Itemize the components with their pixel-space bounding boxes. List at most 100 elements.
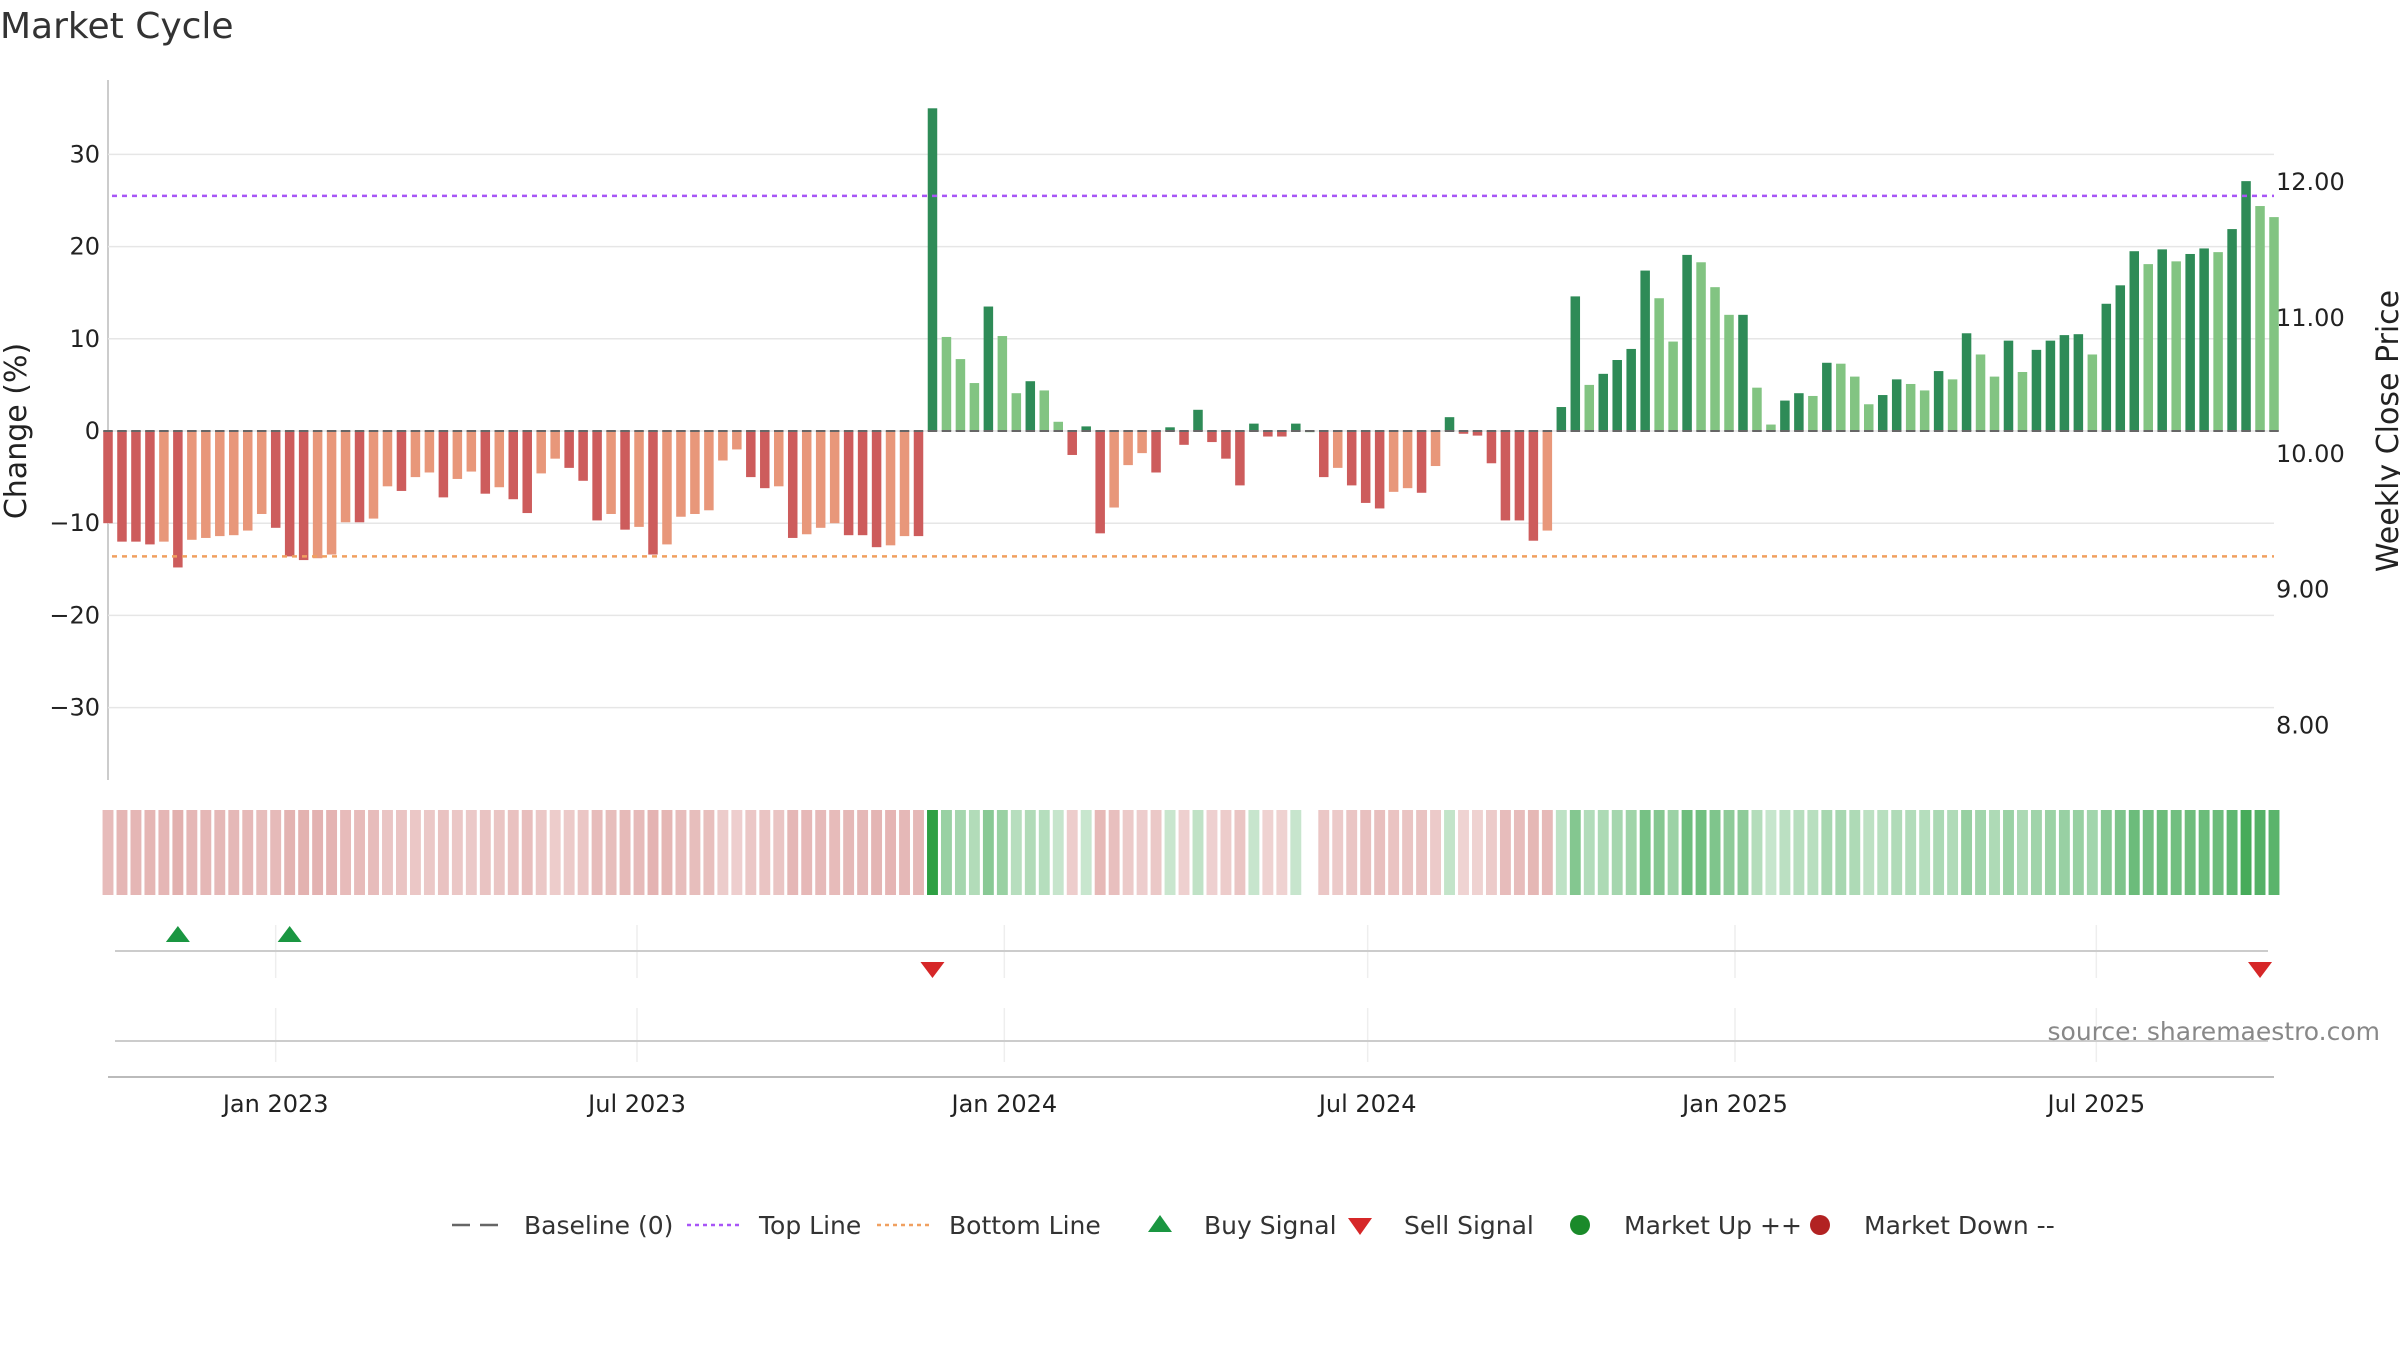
change-bar <box>760 431 770 489</box>
change-bar <box>1640 270 1650 431</box>
change-bar <box>2073 334 2084 431</box>
regime-cell <box>1555 810 1567 895</box>
change-bar <box>676 431 686 517</box>
change-bar <box>955 359 966 431</box>
change-bar <box>1822 362 1832 431</box>
change-bar <box>564 431 574 468</box>
regime-cell <box>647 810 659 895</box>
regime-cell <box>773 810 785 895</box>
regime-cell <box>619 810 631 895</box>
regime-cell <box>130 810 142 895</box>
regime-cell <box>354 810 365 895</box>
change-bar <box>732 431 742 450</box>
change-bar <box>815 431 826 528</box>
legend-swatch <box>1810 1215 1830 1235</box>
change-bar <box>1500 431 1511 521</box>
regime-cell <box>479 810 491 895</box>
change-bar <box>201 431 211 538</box>
regime-cell <box>228 810 240 895</box>
change-bar <box>1346 431 1357 486</box>
change-bar <box>187 431 197 540</box>
change-bar <box>1612 360 1622 431</box>
change-bar <box>1179 431 1189 445</box>
change-bar <box>1025 381 1036 431</box>
regime-cell <box>1653 810 1665 895</box>
change-bar <box>1808 395 1818 431</box>
regime-cell <box>1192 810 1204 895</box>
legend-item: Buy Signal <box>1148 1211 1337 1240</box>
change-bar <box>1961 333 1972 431</box>
legend: Baseline (0) Top Line Bottom Line Buy Signa… <box>452 1211 2055 1240</box>
regime-cell <box>843 810 855 895</box>
regime-cell <box>996 810 1008 895</box>
regime-cell <box>1178 810 1190 895</box>
regime-cell <box>577 810 589 895</box>
regime-cell <box>2044 810 2056 895</box>
change-bar <box>1584 384 1595 431</box>
x-tick-label: Jul 2023 <box>586 1090 686 1118</box>
regime-cell <box>1430 810 1441 895</box>
regime-cell <box>1318 810 1330 895</box>
regime-cell <box>1276 810 1288 895</box>
regime-cell <box>2072 810 2084 895</box>
change-bar <box>1374 431 1385 509</box>
change-bar <box>2255 206 2265 431</box>
change-bar <box>1556 407 1567 431</box>
regime-cell <box>102 810 114 895</box>
legend-label: Baseline (0) <box>524 1211 673 1240</box>
change-bar <box>438 431 449 498</box>
regime-cell <box>284 810 296 895</box>
regime-cell <box>1639 810 1651 895</box>
regime-cell <box>1751 810 1763 895</box>
change-bar <box>1486 431 1497 464</box>
change-bar <box>1696 262 1706 431</box>
regime-cell <box>563 810 575 895</box>
regime-cell <box>1779 810 1791 895</box>
sell-signal-marker <box>2248 962 2273 978</box>
regime-cell <box>1052 810 1064 895</box>
right-tick-label: 9.00 <box>2276 576 2329 604</box>
regime-cell <box>941 810 952 895</box>
change-bar <box>1444 417 1455 431</box>
change-bar <box>256 431 267 514</box>
change-bar <box>843 431 854 536</box>
regime-cell <box>1541 810 1553 895</box>
regime-cell <box>340 810 352 895</box>
change-bar <box>270 431 281 528</box>
change-bar <box>1598 373 1608 431</box>
change-bar <box>718 431 728 461</box>
x-tick-label: Jan 2024 <box>949 1090 1057 1118</box>
change-bar <box>2227 229 2237 431</box>
regime-cell <box>801 810 813 895</box>
regime-cell <box>745 810 757 895</box>
change-bar <box>1291 423 1301 431</box>
change-bar <box>1430 431 1441 467</box>
regime-cell <box>899 810 910 895</box>
left-tick-label: −30 <box>49 694 100 722</box>
change-bar <box>1933 371 1944 431</box>
buy-signal-marker <box>277 926 302 942</box>
change-bar <box>2157 249 2167 431</box>
change-bar <box>1319 431 1329 478</box>
regime-cell <box>437 810 449 895</box>
regime-cell <box>312 810 324 895</box>
change-bar <box>368 431 379 519</box>
change-bar <box>1095 431 1105 534</box>
regime-cell <box>2254 810 2266 895</box>
regime-cell <box>1038 810 1050 895</box>
legend-item: Top Line <box>687 1211 861 1240</box>
change-bar <box>1039 390 1050 431</box>
regime-cell <box>1206 810 1218 895</box>
regime-cell <box>1569 810 1581 895</box>
change-bar <box>997 336 1008 431</box>
change-bar <box>1891 379 1902 431</box>
regime-cell <box>507 810 519 895</box>
change-bar <box>1752 387 1762 431</box>
change-bar <box>704 431 714 511</box>
legend-label: Sell Signal <box>1404 1211 1534 1240</box>
change-bar <box>927 108 938 432</box>
regime-cell <box>605 810 617 895</box>
change-bar <box>2213 252 2223 431</box>
regime-cell <box>913 810 924 895</box>
regime-cell <box>2212 810 2224 895</box>
